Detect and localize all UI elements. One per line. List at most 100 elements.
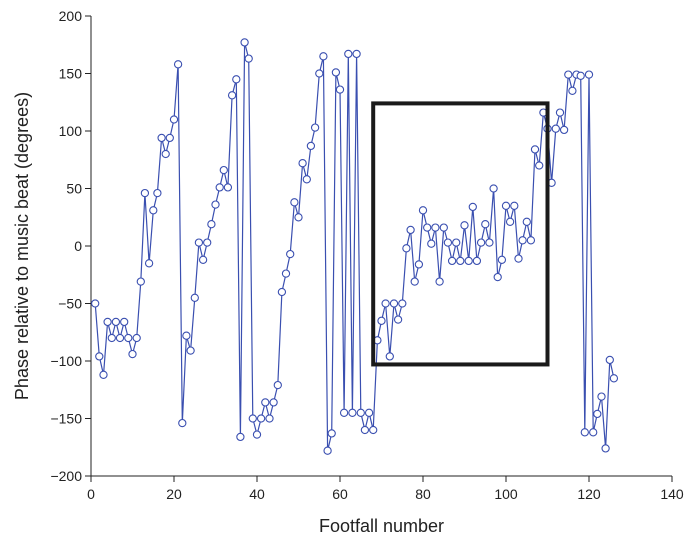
- data-point: [227, 91, 237, 100]
- series-markers: [91, 38, 619, 455]
- data-point: [261, 398, 270, 407]
- data-point: [256, 414, 266, 423]
- data-point: [198, 255, 208, 264]
- data-point: [601, 444, 610, 453]
- data-point: [186, 346, 195, 355]
- y-tick-label: 200: [59, 8, 83, 24]
- data-point: [286, 249, 295, 259]
- data-point: [265, 414, 274, 423]
- data-point: [277, 287, 287, 297]
- x-axis-label: Footfall number: [319, 516, 444, 536]
- data-point: [331, 68, 341, 77]
- data-point: [120, 317, 129, 327]
- data-point: [452, 238, 461, 247]
- x-tick-label: 20: [166, 486, 182, 502]
- data-point: [497, 255, 507, 264]
- y-tick-label: 100: [59, 123, 83, 139]
- data-point: [493, 272, 502, 282]
- data-point: [360, 425, 370, 435]
- data-point: [178, 418, 187, 428]
- data-point: [232, 75, 241, 84]
- data-point: [435, 277, 444, 286]
- data-point: [609, 374, 619, 383]
- data-point: [580, 428, 589, 437]
- data-point: [597, 392, 606, 401]
- data-point: [190, 293, 199, 302]
- data-point: [219, 165, 228, 175]
- x-tick-label: 120: [577, 486, 601, 502]
- data-point: [128, 349, 137, 359]
- data-point: [107, 333, 116, 343]
- data-point: [576, 71, 585, 80]
- y-axis-label: Phase relative to music beat (degrees): [12, 92, 32, 400]
- data-point: [385, 352, 394, 361]
- data-point: [564, 70, 573, 79]
- data-point: [294, 213, 303, 222]
- data-point: [269, 398, 278, 407]
- data-point: [153, 188, 162, 198]
- data-point: [319, 52, 328, 61]
- data-point: [505, 217, 515, 226]
- data-point: [223, 183, 233, 192]
- data-point: [315, 69, 324, 78]
- data-point: [165, 133, 174, 143]
- y-tick-label: −150: [50, 411, 82, 427]
- data-point: [302, 175, 311, 184]
- data-point: [339, 408, 349, 417]
- data-point: [423, 223, 432, 232]
- data-point: [356, 408, 365, 417]
- data-point: [514, 254, 523, 263]
- data-point: [111, 317, 121, 327]
- data-point: [431, 223, 440, 232]
- data-point: [236, 432, 245, 442]
- data-point: [406, 225, 415, 235]
- data-point: [593, 409, 602, 419]
- data-point: [99, 370, 108, 379]
- data-point: [215, 183, 224, 192]
- data-point: [310, 123, 320, 132]
- data-point: [157, 133, 166, 143]
- y-tick-label: 150: [59, 66, 83, 82]
- data-point: [589, 428, 598, 437]
- data-point: [535, 161, 544, 170]
- data-point: [389, 299, 399, 308]
- data-point: [169, 115, 179, 124]
- data-point: [140, 188, 150, 198]
- data-point: [248, 414, 257, 423]
- data-point: [381, 299, 390, 308]
- data-point: [335, 85, 345, 94]
- y-tick-label: 50: [66, 181, 82, 197]
- data-point: [398, 299, 407, 308]
- data-point: [410, 277, 419, 286]
- data-point: [91, 299, 100, 308]
- data-point: [173, 60, 183, 69]
- data-point: [460, 221, 469, 230]
- data-point: [439, 223, 448, 232]
- data-point: [144, 259, 154, 268]
- data-point: [369, 425, 378, 435]
- data-point: [290, 198, 299, 207]
- data-point: [244, 54, 253, 63]
- y-tick-label: −50: [58, 296, 82, 312]
- data-point: [194, 238, 204, 247]
- x-tick-label: 100: [494, 486, 518, 502]
- data-point: [149, 206, 158, 215]
- data-point: [344, 49, 353, 59]
- data-point: [377, 316, 386, 325]
- data-point: [352, 49, 361, 59]
- data-point: [203, 238, 212, 247]
- chart-axes: −200 −150 −100 −50 0 50 100 150 200 0 20 40 60 80 100 1…: [50, 8, 683, 502]
- data-point: [207, 220, 216, 229]
- data-point: [476, 238, 486, 247]
- data-point: [124, 333, 133, 343]
- data-point: [559, 125, 569, 135]
- data-point: [526, 236, 536, 245]
- data-point: [501, 201, 511, 210]
- y-tick-label: 0: [74, 238, 82, 254]
- data-point: [414, 260, 424, 269]
- y-tick-label: −200: [50, 468, 82, 484]
- data-point: [447, 256, 457, 266]
- data-point: [443, 238, 453, 247]
- data-point: [555, 108, 565, 117]
